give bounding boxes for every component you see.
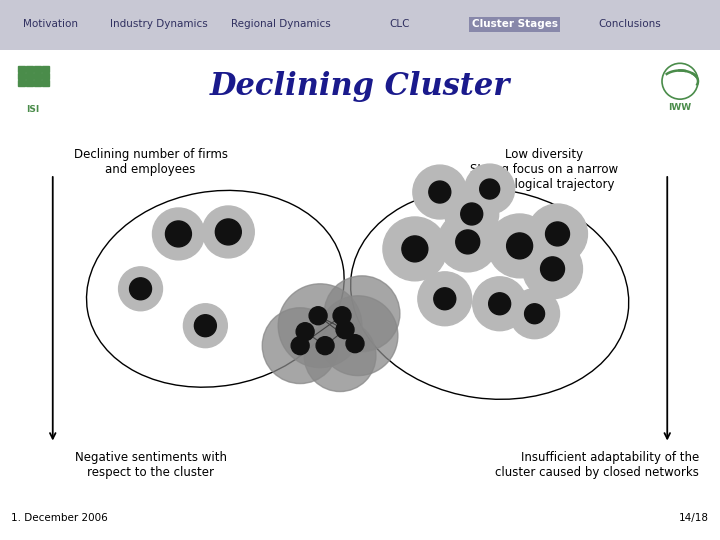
Circle shape bbox=[296, 323, 314, 341]
Circle shape bbox=[278, 284, 362, 368]
Text: Conclusions: Conclusions bbox=[598, 19, 662, 29]
Circle shape bbox=[130, 278, 151, 300]
Circle shape bbox=[438, 212, 498, 272]
Text: Insufficient adaptability of the
cluster caused by closed networks: Insufficient adaptability of the cluster… bbox=[495, 451, 699, 480]
Circle shape bbox=[346, 335, 364, 353]
Circle shape bbox=[528, 204, 588, 264]
Circle shape bbox=[523, 239, 582, 299]
Text: 1. December 2006: 1. December 2006 bbox=[11, 513, 107, 523]
Bar bbox=[42, 73, 49, 79]
Circle shape bbox=[194, 315, 216, 336]
Text: Declining number of firms
and employees: Declining number of firms and employees bbox=[73, 148, 228, 176]
Circle shape bbox=[119, 267, 163, 310]
Circle shape bbox=[461, 203, 482, 225]
Text: Regional Dynamics: Regional Dynamics bbox=[231, 19, 330, 29]
Circle shape bbox=[166, 221, 192, 247]
Circle shape bbox=[215, 219, 241, 245]
Circle shape bbox=[262, 308, 338, 383]
Circle shape bbox=[546, 222, 570, 246]
Circle shape bbox=[383, 217, 447, 281]
Bar bbox=[34, 66, 41, 72]
Text: 14/18: 14/18 bbox=[679, 513, 709, 523]
Text: Declining Cluster: Declining Cluster bbox=[210, 71, 510, 102]
Circle shape bbox=[333, 307, 351, 325]
Text: Low diversity
Strong focus on a narrow
technological trajectory: Low diversity Strong focus on a narrow t… bbox=[470, 148, 618, 191]
Circle shape bbox=[336, 321, 354, 339]
Bar bbox=[18, 80, 25, 86]
Bar bbox=[34, 80, 41, 86]
Circle shape bbox=[525, 304, 544, 323]
Bar bbox=[18, 66, 25, 72]
Circle shape bbox=[413, 165, 467, 219]
Circle shape bbox=[316, 336, 334, 355]
Bar bbox=[26, 80, 33, 86]
Circle shape bbox=[324, 276, 400, 352]
Circle shape bbox=[318, 296, 398, 376]
Circle shape bbox=[473, 277, 526, 330]
Circle shape bbox=[445, 187, 499, 241]
Bar bbox=[26, 73, 33, 79]
Bar bbox=[26, 66, 33, 72]
Circle shape bbox=[480, 179, 500, 199]
Text: ISI: ISI bbox=[27, 105, 40, 114]
Circle shape bbox=[507, 233, 533, 259]
Circle shape bbox=[304, 320, 376, 392]
Text: CLC: CLC bbox=[390, 19, 410, 29]
Bar bbox=[42, 80, 49, 86]
Text: Motivation: Motivation bbox=[23, 19, 78, 29]
Bar bbox=[42, 66, 49, 72]
Circle shape bbox=[510, 289, 559, 339]
Circle shape bbox=[456, 230, 480, 254]
Circle shape bbox=[464, 164, 515, 214]
Circle shape bbox=[434, 288, 456, 310]
Bar bbox=[18, 73, 25, 79]
Circle shape bbox=[541, 257, 564, 281]
Circle shape bbox=[429, 181, 451, 203]
Text: Cluster Stages: Cluster Stages bbox=[472, 19, 558, 29]
Circle shape bbox=[418, 272, 472, 326]
Circle shape bbox=[184, 304, 228, 348]
Text: IWW: IWW bbox=[668, 103, 692, 112]
Circle shape bbox=[487, 214, 552, 278]
Bar bbox=[34, 73, 41, 79]
Text: Industry Dynamics: Industry Dynamics bbox=[109, 19, 207, 29]
Circle shape bbox=[489, 293, 510, 315]
Circle shape bbox=[309, 307, 327, 325]
Circle shape bbox=[291, 336, 309, 355]
Circle shape bbox=[402, 236, 428, 262]
Text: Negative sentiments with
respect to the cluster: Negative sentiments with respect to the … bbox=[74, 451, 227, 480]
Circle shape bbox=[202, 206, 254, 258]
Circle shape bbox=[153, 208, 204, 260]
